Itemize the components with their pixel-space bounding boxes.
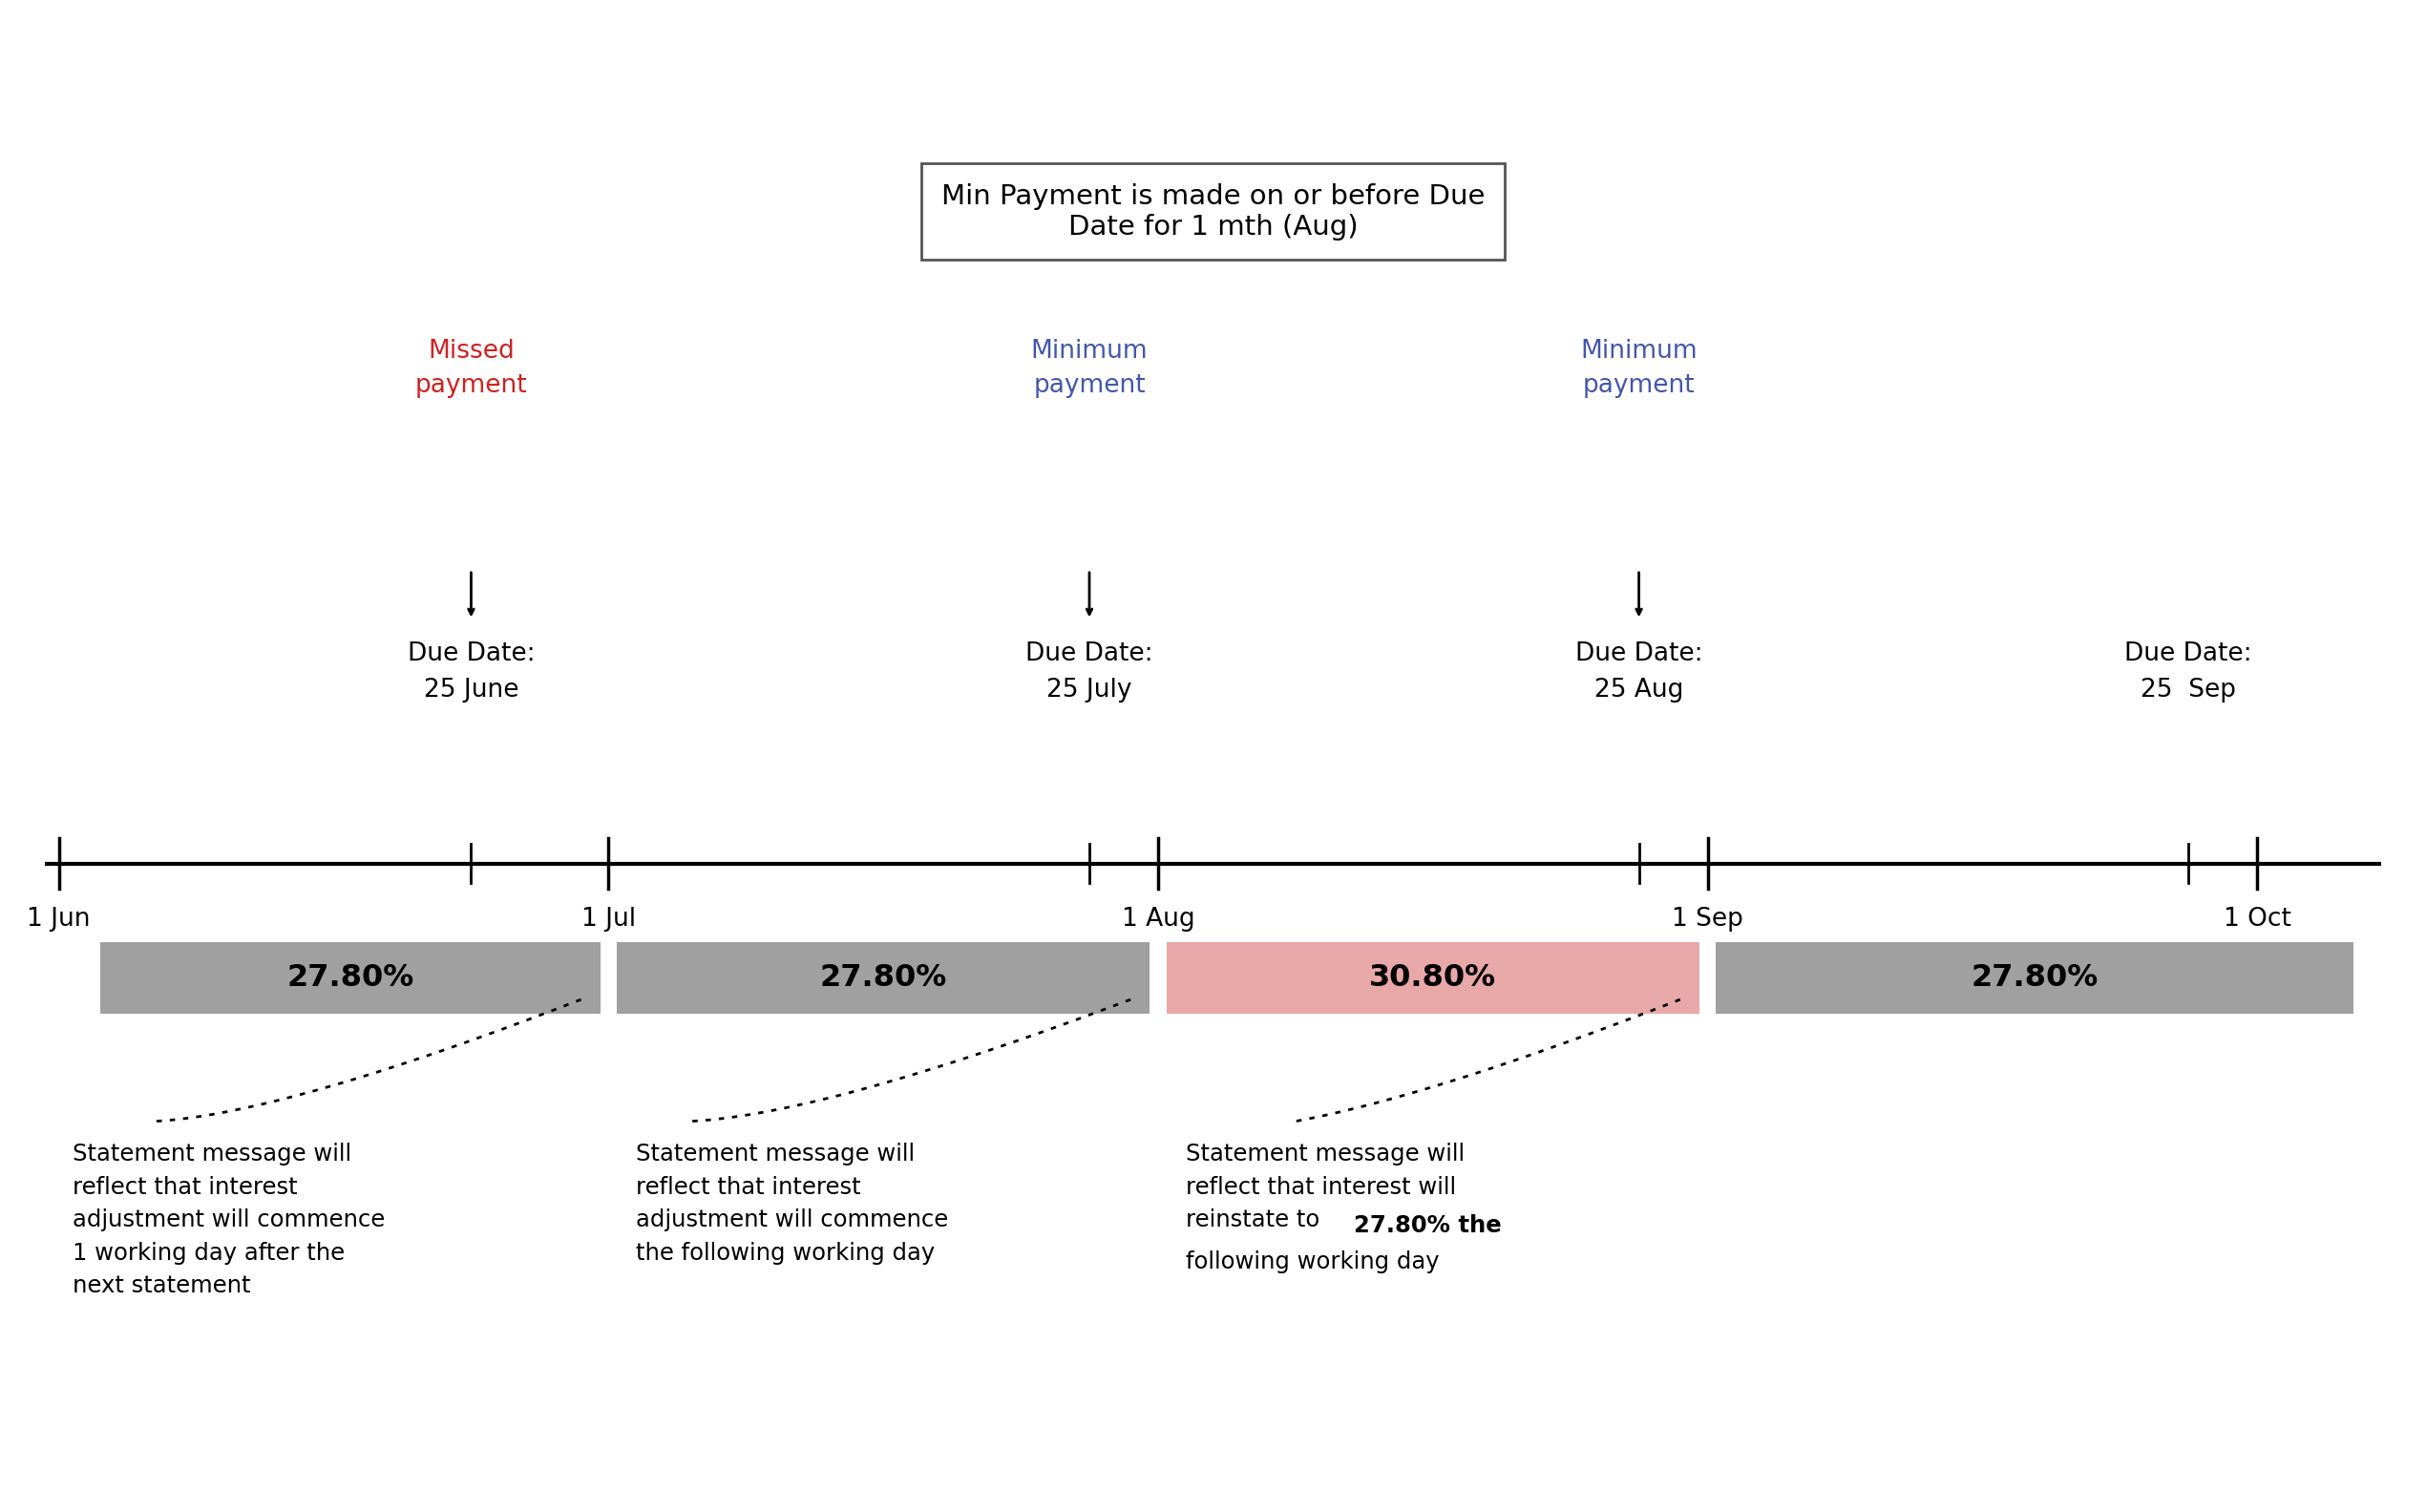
Text: Due Date:
25 July: Due Date: 25 July [1026,641,1152,703]
Text: 27.80%: 27.80% [1970,963,2098,993]
Text: 27.80%: 27.80% [286,963,415,993]
Text: Min Payment is made on or before Due
Date for 1 mth (Aug): Min Payment is made on or before Due Dat… [941,183,1485,240]
Text: 27.80%: 27.80% [820,963,946,993]
Text: 1 Oct: 1 Oct [2222,906,2290,931]
Text: 1 Jun: 1 Jun [27,906,90,931]
Text: Statement message will
reflect that interest
adjustment will commence
1 working : Statement message will reflect that inte… [73,1143,386,1297]
Text: Missed
payment: Missed payment [415,339,526,398]
Text: Statement message will
reflect that interest
adjustment will commence
the follow: Statement message will reflect that inte… [636,1143,949,1264]
Bar [1167,942,1698,1015]
Text: Minimum
payment: Minimum payment [1031,339,1147,398]
Text: 1 Aug: 1 Aug [1121,906,1194,931]
Text: Minimum
payment: Minimum payment [1579,339,1698,398]
Text: Statement message will
reflect that interest will
reinstate to: Statement message will reflect that inte… [1186,1143,1465,1231]
Text: 1 Sep: 1 Sep [1672,906,1744,931]
Text: Due Date:
25 June: Due Date: 25 June [408,641,534,703]
Bar [99,942,599,1015]
Text: 30.80%: 30.80% [1368,963,1497,993]
Text: following working day: following working day [1186,1250,1439,1273]
Text: 27.80% the: 27.80% the [1354,1214,1502,1237]
Bar [1715,942,2353,1015]
Text: Due Date:
25 Aug: Due Date: 25 Aug [1574,641,1703,703]
Text: Due Date:
25  Sep: Due Date: 25 Sep [2125,641,2251,703]
Bar [616,942,1150,1015]
Text: 1 Jul: 1 Jul [582,906,636,931]
